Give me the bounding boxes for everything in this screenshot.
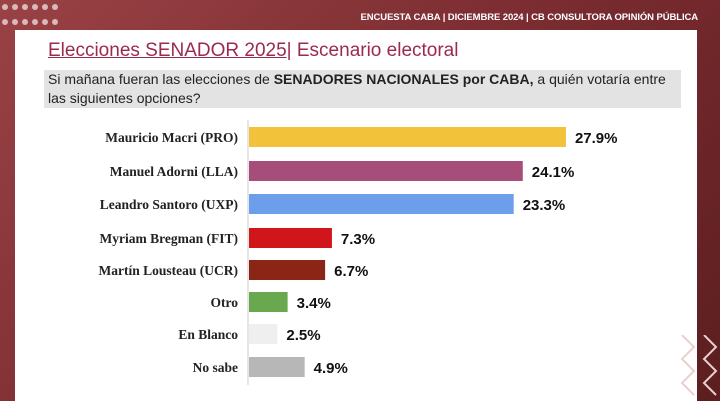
data-label: 7.3%	[341, 231, 375, 248]
dot	[12, 19, 18, 25]
dot	[2, 4, 8, 10]
question-pre: Si mañana fueran las elecciones de	[48, 71, 274, 87]
data-label: 24.1%	[532, 164, 575, 181]
data-label: 23.3%	[523, 197, 566, 214]
bar	[249, 161, 523, 181]
category-label: Leandro Santoro (UXP)	[100, 197, 238, 212]
data-label: 2.5%	[286, 327, 320, 344]
category-label: Otro	[211, 295, 239, 310]
data-label: 4.9%	[314, 360, 348, 377]
category-label: Martín Lousteau (UCR)	[99, 263, 239, 278]
data-label: 6.7%	[334, 263, 368, 280]
dot	[52, 4, 58, 10]
data-label: 27.9%	[575, 130, 618, 147]
title-main: Elecciones SENADOR 2025	[48, 40, 287, 61]
bar	[249, 228, 332, 248]
data-label: 3.4%	[297, 295, 331, 312]
category-label: Myriam Bregman (FIT)	[100, 231, 238, 246]
category-label: Manuel Adorni (LLA)	[110, 164, 238, 179]
zigzag-decoration	[680, 335, 718, 396]
dot	[32, 19, 38, 25]
question-bold: SENADORES NACIONALES por CABA,	[273, 71, 534, 87]
category-label: Mauricio Macri (PRO)	[105, 130, 238, 145]
dot	[2, 19, 8, 25]
category-label: En Blanco	[178, 327, 238, 342]
dot	[52, 19, 58, 25]
category-label: No sabe	[193, 360, 238, 375]
bar	[249, 260, 326, 280]
page-title: Elecciones SENADOR 2025| Escenario elect…	[48, 40, 458, 62]
survey-banner: ENCUESTA CABA | DICIEMBRE 2024 | CB CONS…	[360, 12, 699, 23]
question-post: a quién votaría entre las siguientes opc…	[48, 71, 666, 106]
bar	[249, 194, 514, 214]
dot	[22, 4, 28, 10]
dot	[42, 4, 48, 10]
dot	[12, 4, 18, 10]
bar	[249, 324, 278, 344]
question-text: Si mañana fueran las elecciones de SENAD…	[44, 70, 681, 108]
bar	[249, 127, 566, 147]
bar	[249, 292, 288, 312]
content-panel: Elecciones SENADOR 2025| Escenario elect…	[15, 30, 697, 401]
dot	[22, 19, 28, 25]
dot	[32, 4, 38, 10]
title-sub: Escenario electoral	[291, 40, 459, 61]
bar	[249, 357, 305, 377]
dot	[42, 19, 48, 25]
title-separator: |	[286, 40, 292, 61]
